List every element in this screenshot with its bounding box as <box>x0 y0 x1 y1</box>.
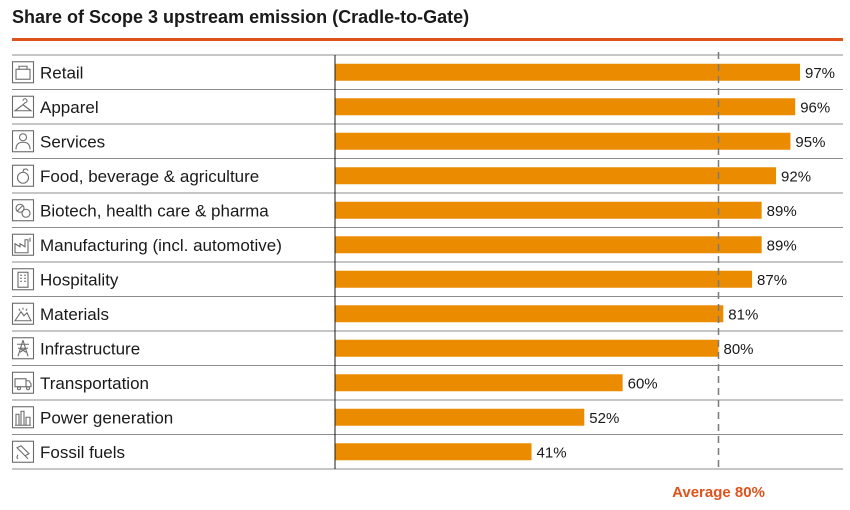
bar <box>335 167 777 185</box>
bar <box>335 63 800 81</box>
category-label: Services <box>40 132 105 151</box>
category-label: Transportation <box>40 374 149 393</box>
hanger-icon <box>11 95 35 118</box>
power-plant-icon <box>11 406 35 429</box>
shopping-bag-icon <box>11 61 35 84</box>
chart-title: Share of Scope 3 upstream emission (Crad… <box>12 7 470 27</box>
value-label: 41% <box>537 444 567 461</box>
value-label: 95% <box>795 134 825 151</box>
value-label: 92% <box>781 168 811 185</box>
category-label: Power generation <box>40 408 173 427</box>
bar <box>335 374 623 392</box>
category-label: Fossil fuels <box>40 443 125 462</box>
category-label: Biotech, health care & pharma <box>40 201 269 220</box>
average-label: Average 80% <box>672 484 765 501</box>
mountain-icon <box>11 302 35 325</box>
category-label: Manufacturing (incl. automotive) <box>40 236 282 255</box>
value-label: 60% <box>628 375 658 392</box>
apple-icon <box>11 164 35 187</box>
person-icon <box>11 130 35 153</box>
bar <box>335 132 791 150</box>
value-label: 97% <box>805 65 835 82</box>
value-label: 87% <box>757 272 787 289</box>
building-icon <box>11 268 35 291</box>
category-label: Materials <box>40 305 109 324</box>
pills-icon <box>11 199 35 222</box>
bar <box>335 201 762 219</box>
category-label: Food, beverage & agriculture <box>40 167 259 186</box>
bar <box>335 270 753 288</box>
fuel-nozzle-icon <box>11 440 35 463</box>
value-label: 96% <box>800 99 830 116</box>
value-label: 80% <box>724 341 754 358</box>
bar <box>335 339 719 357</box>
value-label: 81% <box>728 306 758 323</box>
truck-icon <box>11 371 35 394</box>
category-label: Apparel <box>40 98 99 117</box>
bar <box>335 236 762 254</box>
pylon-icon <box>11 337 35 360</box>
value-label: 89% <box>767 237 797 254</box>
bar <box>335 408 585 426</box>
category-label: Infrastructure <box>40 339 140 358</box>
bar <box>335 443 532 461</box>
bar <box>335 98 796 116</box>
title-underline <box>12 38 843 41</box>
value-label: 89% <box>767 203 797 220</box>
category-label: Retail <box>40 63 83 82</box>
category-label: Hospitality <box>40 270 119 289</box>
value-label: 52% <box>589 410 619 427</box>
factory-icon <box>11 233 35 256</box>
bar <box>335 305 724 323</box>
